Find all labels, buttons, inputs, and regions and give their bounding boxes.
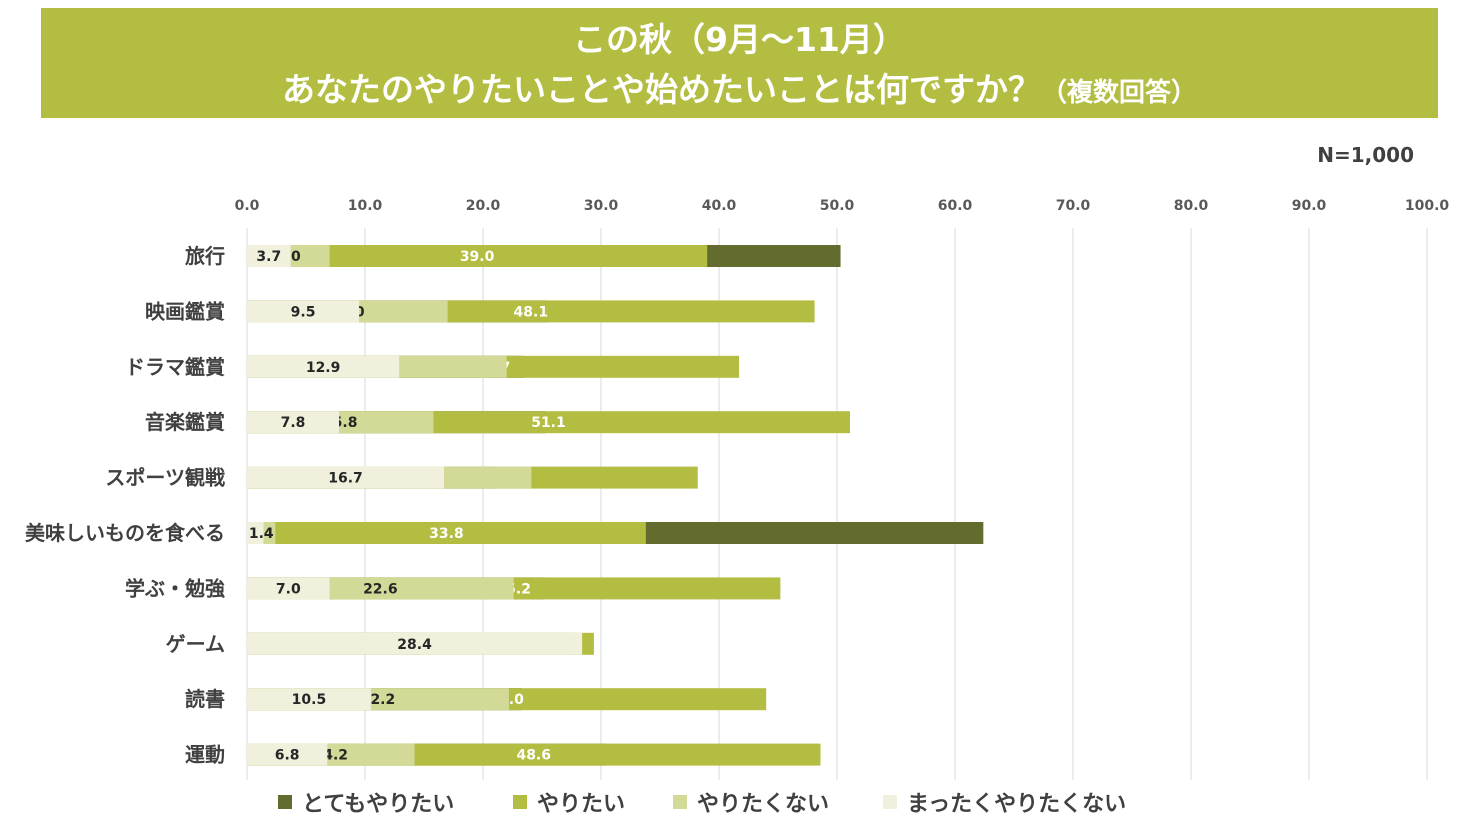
legend-label: やりたい — [537, 792, 625, 817]
data-label: 7.8 — [281, 415, 306, 431]
chart-title-main: あなたのやりたいことや始めたいことは何ですか？ — [281, 70, 1041, 109]
data-label: 6.8 — [275, 748, 300, 764]
category-label: 旅行 — [185, 244, 225, 268]
category-label: 学ぶ・勉強 — [125, 576, 225, 600]
legend-label: やりたくない — [697, 792, 829, 817]
title-banner: この秋（9月～11月） あなたのやりたいことや始めたいことは何ですか？（複数回答… — [41, 8, 1438, 118]
bar-segment — [247, 300, 360, 323]
x-tick-label: 50.0 — [820, 198, 855, 214]
bar-segment — [247, 632, 583, 655]
category-label: 読書 — [185, 687, 225, 711]
data-label: 33.8 — [429, 526, 464, 542]
data-label: 39.0 — [460, 249, 495, 265]
legend-swatch — [883, 795, 897, 809]
x-tick-label: 80.0 — [1174, 198, 1209, 214]
chart-title-line2: あなたのやりたいことや始めたいことは何ですか？（複数回答） — [41, 70, 1438, 113]
data-label: 12.9 — [306, 360, 341, 376]
bar-segment — [247, 355, 400, 378]
data-label: 9.5 — [291, 304, 316, 320]
bar-segment — [247, 466, 445, 489]
data-label: 28.4 — [397, 637, 432, 653]
category-label: 運動 — [185, 743, 225, 767]
x-tick-label: 100.0 — [1405, 198, 1450, 214]
category-label: 美味しいものを食べる — [25, 521, 225, 545]
legend-swatch — [278, 795, 292, 809]
legend-label: まったくやりたくない — [907, 792, 1126, 817]
x-tick-label: 90.0 — [1292, 198, 1327, 214]
x-tick-label: 0.0 — [235, 198, 260, 214]
category-label: ゲーム — [166, 632, 225, 656]
x-tick-label: 60.0 — [938, 198, 973, 214]
x-tick-label: 70.0 — [1056, 198, 1091, 214]
bar-segment — [247, 245, 708, 267]
data-label: 48.1 — [514, 304, 549, 320]
data-label: 48.6 — [516, 748, 551, 764]
category-label: スポーツ観戦 — [105, 466, 225, 490]
x-tick-label: 20.0 — [466, 198, 501, 214]
x-tick-label: 10.0 — [348, 198, 383, 214]
data-label: 51.1 — [531, 415, 566, 431]
category-label: ドラマ鑑賞 — [125, 355, 225, 379]
data-label: 22.6 — [363, 581, 398, 597]
bar-segment — [247, 688, 371, 711]
bar-segment — [247, 411, 340, 434]
data-label: 1.4 — [249, 526, 274, 542]
data-label: 7.0 — [276, 581, 301, 597]
legend-swatch — [673, 795, 687, 809]
bar-segment — [247, 743, 328, 766]
legend-swatch — [513, 795, 527, 809]
x-tick-label: 30.0 — [584, 198, 619, 214]
category-label: 映画鑑賞 — [145, 299, 225, 323]
bar-segment — [247, 577, 330, 600]
bar-segment — [247, 245, 291, 267]
bar-segment — [247, 522, 646, 544]
sample-size-label: N=1,000 — [1317, 143, 1414, 167]
bar-segment — [247, 522, 264, 544]
legend-label: とてもやりたい — [302, 792, 454, 817]
data-label: 3.7 — [256, 249, 281, 265]
category-label: 音楽鑑賞 — [145, 410, 225, 434]
chart-title-line1: この秋（9月～11月） — [573, 20, 906, 59]
data-label: 10.5 — [292, 692, 327, 708]
chart-title-suffix: （複数回答） — [1040, 78, 1197, 108]
data-label: 16.7 — [328, 471, 363, 487]
x-tick-label: 40.0 — [702, 198, 737, 214]
